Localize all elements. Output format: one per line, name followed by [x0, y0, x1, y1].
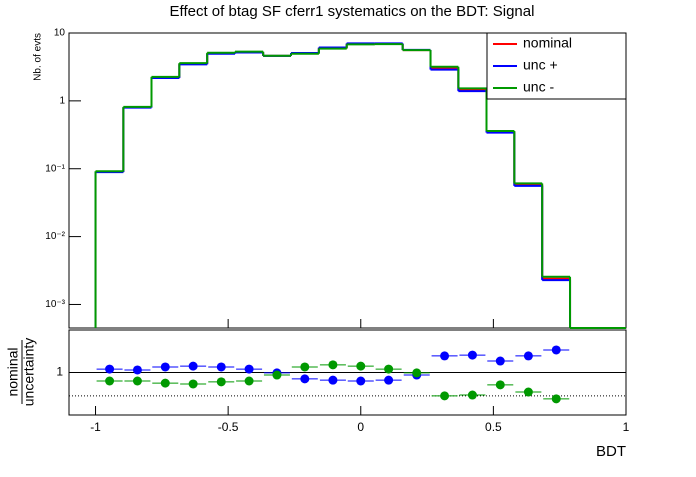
- ratio-point: [216, 362, 226, 372]
- ratio-label-bottom: uncertainty: [21, 338, 37, 406]
- ratio-point: [216, 377, 226, 387]
- ratio-point: [160, 362, 170, 372]
- ratio-point: [300, 362, 310, 372]
- x-tick-label: -0.5: [218, 420, 239, 434]
- x-tick-label: 0.5: [485, 420, 502, 434]
- x-tick-label: 0: [357, 420, 364, 434]
- plot-frame: [68, 32, 627, 329]
- ratio-point: [132, 365, 142, 375]
- legend-label: unc +: [523, 57, 558, 73]
- x-tick-label: 1: [623, 420, 630, 434]
- ratio-point: [551, 345, 561, 355]
- y-tick-label: 1: [59, 96, 65, 107]
- legend-label: unc -: [523, 79, 554, 95]
- ratio-point: [328, 360, 338, 370]
- ratio-point: [384, 375, 394, 385]
- chart-title: Effect of btag SF cferr1 systematics on …: [170, 3, 535, 20]
- ratio-point: [551, 394, 561, 404]
- ratio-point: [440, 391, 450, 401]
- ratio-point: [384, 364, 394, 374]
- y-tick-label: 10⁻¹: [45, 163, 65, 174]
- ratio-point: [244, 376, 254, 386]
- ratio-point: [132, 376, 142, 386]
- ratio-point: [300, 374, 310, 384]
- ratio-point: [523, 351, 533, 361]
- x-axis-label: BDT: [596, 443, 626, 460]
- ratio-point: [188, 361, 198, 371]
- ratio-point: [440, 351, 450, 361]
- ratio-point: [272, 370, 282, 380]
- ratio-point: [188, 379, 198, 389]
- y-tick-label: 1: [56, 365, 63, 379]
- ratio-point: [412, 368, 422, 378]
- ratio-point: [467, 390, 477, 400]
- ratio-point: [105, 376, 115, 386]
- ratio-point: [495, 356, 505, 366]
- ratio-point: [105, 364, 115, 374]
- ratio-point: [356, 376, 366, 386]
- ratio-point: [328, 375, 338, 385]
- ratio-point: [467, 350, 477, 360]
- ratio-point: [523, 387, 533, 397]
- ratio-point: [495, 380, 505, 390]
- y-tick-label: 10⁻²: [45, 231, 65, 242]
- y-tick-label: 10: [54, 28, 66, 39]
- ratio-point: [356, 361, 366, 371]
- y-axis-label: Nb. of evts: [33, 33, 44, 81]
- x-tick-label: -1: [90, 420, 101, 434]
- y-tick-label: 10⁻³: [45, 299, 65, 310]
- ratio-label-top: nominal: [5, 347, 21, 396]
- ratio-point: [160, 378, 170, 388]
- legend-label: nominal: [523, 35, 572, 51]
- ratio-point: [244, 364, 254, 374]
